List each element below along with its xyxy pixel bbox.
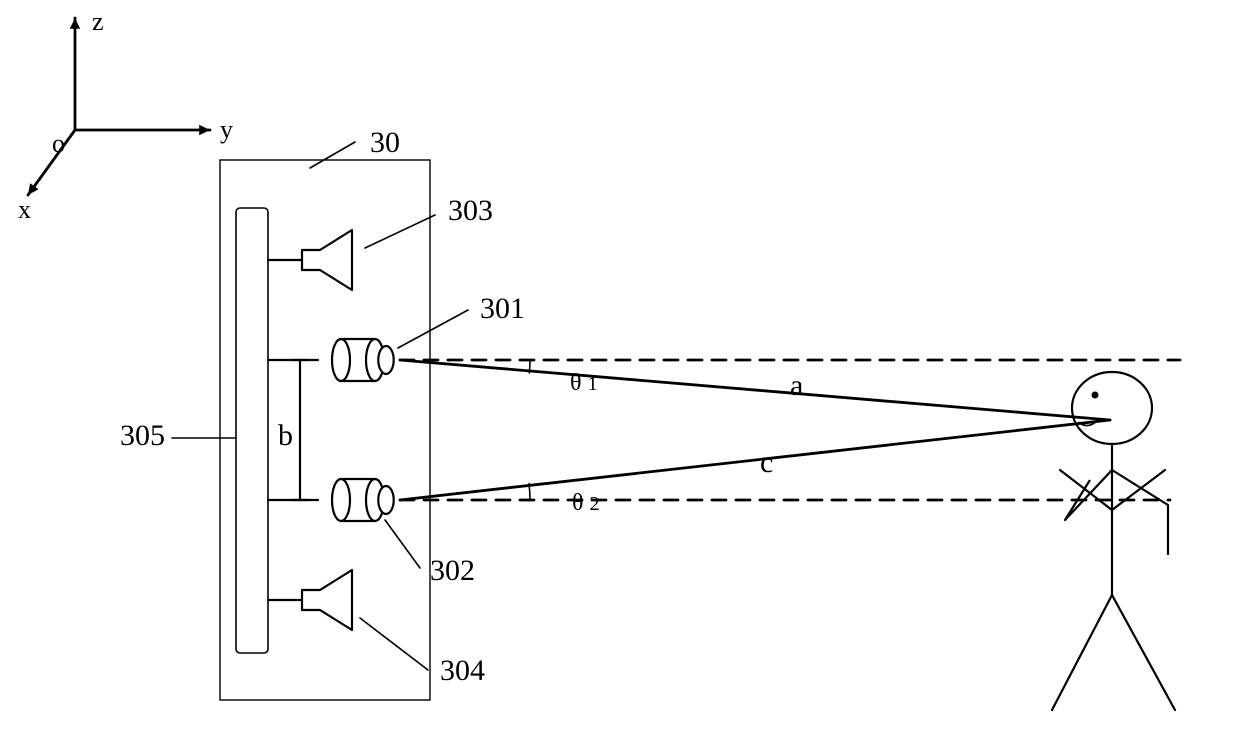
- line-c: [400, 420, 1110, 500]
- baseline-b: b: [278, 360, 308, 500]
- label-theta1: θ 1: [570, 370, 598, 396]
- label-c: c: [760, 446, 773, 479]
- camera-302-lens-icon: [378, 486, 393, 514]
- sight-geometry: a c θ 1 θ 2: [400, 360, 1180, 516]
- label-301: 301: [480, 292, 525, 325]
- device-30: 30 305: [120, 126, 430, 700]
- label-303: 303: [448, 194, 493, 227]
- label-theta2: θ 2: [572, 490, 600, 516]
- label-b: b: [278, 419, 293, 452]
- axis-label-x: x: [18, 195, 31, 224]
- axis-label-y: y: [220, 115, 233, 144]
- axis-label-z: z: [92, 7, 104, 36]
- label-302: 302: [430, 554, 475, 587]
- angle-arc-theta2: [529, 483, 530, 500]
- angle-arc-theta1: [529, 360, 530, 374]
- label-a: a: [790, 369, 803, 402]
- label-304: 304: [440, 654, 485, 687]
- speaker-303: 303: [268, 194, 493, 290]
- speaker-304: 304: [268, 570, 485, 687]
- speaker-304-icon: [302, 570, 352, 630]
- component-305: [236, 208, 268, 653]
- label-30: 30: [370, 126, 400, 159]
- coordinate-axes: z y x o: [18, 7, 233, 224]
- speaker-303-icon: [302, 230, 352, 290]
- camera-301-lens-icon: [378, 346, 393, 374]
- line-a: [400, 360, 1110, 420]
- label-305: 305: [120, 419, 165, 452]
- person-icon: [1052, 372, 1175, 710]
- axis-label-o: o: [52, 129, 65, 158]
